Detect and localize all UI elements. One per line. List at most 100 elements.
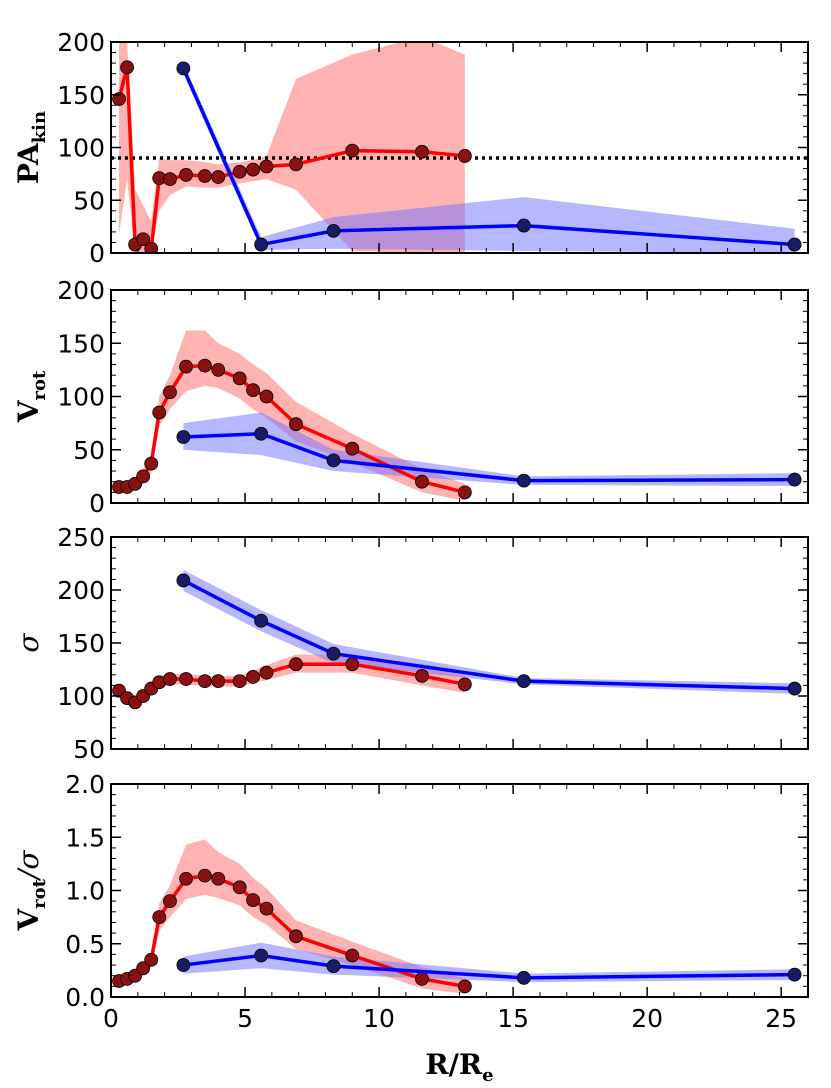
data-point [179,168,193,182]
y-tick-label: 0 [89,239,105,268]
axes-frame [110,536,809,750]
data-point [254,613,269,628]
data-point [254,426,269,441]
error-band-series-1 [183,412,795,486]
x-tick-label: 5 [237,1004,253,1033]
panel-sigma: 50 100 150 200 250 σ [12,523,809,764]
data-point [232,371,247,386]
data-point [152,910,167,925]
y-tick-label: 200 [57,576,105,605]
data-point [197,868,212,883]
data-point [176,573,191,588]
data-point [415,668,429,683]
data-point [516,970,531,985]
data-point [136,232,151,247]
data-point [787,681,802,696]
data-point [197,169,212,183]
data-point [179,871,193,886]
data-point [457,485,472,500]
x-tick-label: 0 [103,1004,119,1033]
data-point [179,672,193,686]
data-point [144,241,159,253]
data-point [163,385,177,400]
data-point [211,871,226,886]
plot-area-v_rot [112,330,802,501]
error-band-series-1 [183,63,795,253]
data-point [787,472,802,487]
data-point [457,979,472,994]
data-point [254,237,269,252]
data-point [415,971,429,986]
y-tick-label: 150 [57,329,105,358]
y-tick-label: 250 [57,523,105,552]
data-point [163,894,177,909]
data-point [254,948,269,963]
data-point [516,218,531,233]
data-point [516,674,531,689]
y-tick-label: 2.0 [65,770,105,799]
data-point [144,952,159,967]
y-tick-label: 50 [73,735,105,764]
y-tick-label: 0.0 [65,983,105,1012]
x-tick-label: 20 [631,1004,663,1033]
data-point [112,92,126,106]
data-point [345,441,360,456]
plot-area-pa_kin [111,42,808,253]
data-point [144,456,159,471]
panel-vrot_sigma: 0.0 0.5 1.0 1.5 2.0 0 5 10 15 20 25 Vrot/σ R/Re [12,770,809,1086]
data-point [246,670,260,684]
data-point [136,469,151,484]
y-axis-label: PAkin [12,111,50,184]
data-point [259,665,274,680]
data-point [246,383,260,398]
data-point [176,958,191,972]
y-tick-label: 1.0 [65,877,105,906]
data-point [197,674,212,689]
data-point [246,162,260,177]
data-point [197,358,212,373]
data-point [326,453,341,468]
data-point [787,237,802,252]
data-point [232,164,247,179]
y-tick-label: 200 [57,28,105,57]
data-point [176,430,191,444]
data-point [120,60,134,75]
data-point [232,880,247,895]
plot-area-vrot_sigma [112,839,802,994]
data-point [345,143,360,158]
data-point [211,170,226,184]
y-tick-label: 150 [57,81,105,110]
y-tick-label: 100 [57,682,105,711]
y-axis-label: σ [12,633,45,653]
data-point [232,674,247,689]
data-point [163,172,177,187]
y-tick-label: 50 [73,186,105,215]
data-point [211,362,226,377]
x-tick-label: 25 [765,1004,797,1033]
y-tick-label: 0 [89,489,105,518]
data-point [457,677,472,692]
x-tick-label: 10 [363,1004,395,1033]
plot-area-sigma [112,569,802,710]
y-tick-label: 0.5 [65,930,105,959]
data-point [246,893,260,907]
data-point [259,901,274,916]
y-axis-label: Vrot/σ [12,850,50,932]
data-point [345,948,360,963]
x-tick-label: 15 [497,1004,529,1033]
data-point [136,961,151,976]
data-point [289,417,303,432]
data-point [179,359,193,374]
data-point [259,159,274,174]
panel-v_rot: 0 50 100 150 200 Vrot [12,276,809,518]
data-point [152,405,167,420]
y-tick-label: 150 [57,629,105,658]
data-point [415,144,429,159]
data-point [163,672,177,686]
y-tick-label: 1.5 [65,823,105,852]
data-point [259,389,274,404]
data-point [457,149,472,163]
data-point [289,157,303,172]
x-axis-label: R/Re [425,1048,493,1086]
